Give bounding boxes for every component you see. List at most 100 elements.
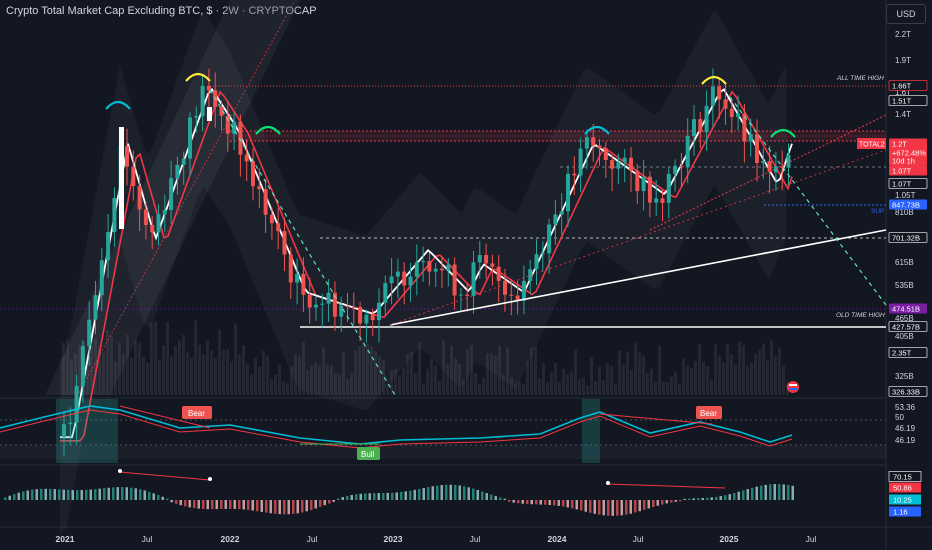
candle [137, 186, 142, 210]
macd-bar [517, 500, 520, 504]
volume-bar [546, 382, 549, 395]
macd-bar [76, 490, 79, 500]
volume-bar [142, 357, 145, 395]
top-arc [770, 128, 796, 138]
volume-bar [530, 347, 533, 395]
macd-bar [121, 487, 124, 500]
macd-bar [143, 490, 146, 500]
volume-bar [502, 374, 505, 395]
candle [786, 154, 791, 168]
macd-bar [220, 500, 223, 509]
candle [402, 271, 407, 286]
candle [761, 161, 766, 164]
volume-bar [278, 364, 281, 395]
old-time-high-label: OLD TIME HIGH [836, 312, 885, 319]
flag-icon[interactable] [787, 381, 799, 393]
volume-bar [638, 352, 641, 395]
volume-bar [270, 378, 273, 395]
candle [156, 214, 161, 233]
bear-badge-1-bg [182, 406, 212, 419]
candle [433, 268, 438, 272]
price-tag: 326.33B [892, 388, 920, 397]
rsi-highlight [582, 399, 600, 463]
macd-bar [643, 500, 646, 510]
price-tag-bg [888, 347, 928, 358]
volume-bar [114, 361, 117, 395]
volume-bar [382, 360, 385, 395]
candle [717, 86, 722, 100]
volume-bar [78, 345, 81, 395]
macd-bar [233, 500, 236, 509]
volume-bar [66, 339, 69, 395]
macd-bar [13, 494, 16, 500]
candle [534, 254, 539, 270]
candle [269, 214, 274, 224]
volume-bar [198, 344, 201, 395]
volume-bar [402, 367, 405, 395]
volume-bar [698, 344, 701, 395]
macd-tick: 70.15 [893, 473, 912, 482]
downtrend-dash [209, 89, 396, 396]
candle [616, 162, 621, 169]
macd-bar [238, 500, 241, 510]
candle [225, 115, 230, 134]
candle [93, 295, 98, 320]
macd-bar [310, 500, 313, 510]
volume-bar [338, 374, 341, 395]
price-tick: 1.05T [895, 191, 916, 200]
candle [742, 113, 747, 142]
macd-bar [184, 500, 187, 507]
macd-bar [265, 500, 268, 513]
rsi-tick: 53.36 [895, 403, 916, 412]
macd-bar [602, 500, 605, 516]
macd-bar [769, 484, 772, 500]
volume-bar [386, 383, 389, 395]
macd-bar [400, 491, 403, 500]
candle [345, 305, 350, 307]
time-tick: 2024 [548, 534, 567, 544]
volume-bar [526, 360, 529, 395]
price-tag-bg [889, 138, 927, 149]
macd-bar [256, 500, 259, 512]
macd-bar [530, 500, 533, 505]
bear-divergence [599, 413, 713, 425]
macd-bar [467, 487, 470, 500]
volume-bar [274, 374, 277, 395]
macd-bar [571, 500, 574, 509]
macd-bar [224, 500, 227, 509]
macd-bar [368, 493, 371, 500]
macd-bar [161, 496, 164, 500]
volume-bar [170, 356, 173, 395]
volume-bar [122, 354, 125, 395]
macd-bar [688, 498, 691, 500]
volume-bar [498, 345, 501, 395]
macd-bar [589, 500, 592, 513]
volume-bar [542, 362, 545, 395]
macd-bar [494, 496, 497, 500]
candle [465, 294, 470, 296]
candle [307, 294, 312, 308]
price-tag-bg [888, 80, 928, 91]
macd-dot [208, 477, 212, 481]
volume-bar [602, 380, 605, 395]
volume-bar [570, 371, 573, 395]
candle [143, 209, 148, 225]
volume-bar [378, 356, 381, 395]
price-tick: 615B [895, 258, 914, 267]
macd-bar [350, 494, 353, 500]
macd-bar [535, 500, 538, 505]
volume-bar [430, 358, 433, 395]
volume-bar [238, 354, 241, 395]
candle [440, 268, 444, 271]
time-tick: Jul [307, 534, 318, 544]
volume-bar [150, 322, 153, 395]
volume-bar [314, 362, 317, 395]
candle [181, 158, 186, 165]
volume-bar [574, 349, 577, 395]
candle [232, 121, 237, 134]
price-tick: 1.4T [895, 110, 911, 119]
volume-bar [614, 384, 617, 395]
candle [685, 136, 690, 168]
candle [276, 223, 281, 232]
